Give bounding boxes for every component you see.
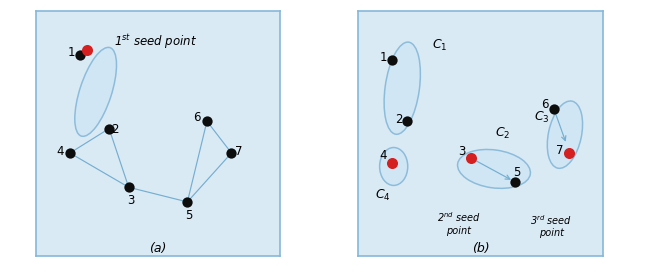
Point bbox=[82, 48, 92, 53]
Point bbox=[387, 58, 397, 62]
Text: 1: 1 bbox=[380, 51, 388, 64]
Point bbox=[402, 119, 412, 123]
Point bbox=[123, 185, 134, 190]
Point bbox=[466, 156, 476, 160]
Point bbox=[202, 119, 212, 123]
Point bbox=[183, 200, 193, 204]
Point bbox=[64, 151, 75, 155]
Point bbox=[387, 161, 397, 165]
Text: $C_{4}$: $C_{4}$ bbox=[375, 188, 391, 203]
Ellipse shape bbox=[75, 47, 117, 136]
Text: 2: 2 bbox=[395, 113, 402, 126]
Text: 4: 4 bbox=[379, 149, 387, 162]
Text: 5: 5 bbox=[513, 166, 521, 179]
Text: 3$^{rd}$ seed
point: 3$^{rd}$ seed point bbox=[530, 213, 573, 238]
Point bbox=[104, 126, 114, 131]
Text: 7: 7 bbox=[235, 145, 243, 158]
Text: 7: 7 bbox=[555, 144, 563, 157]
Text: 6: 6 bbox=[541, 98, 548, 111]
Text: 1: 1 bbox=[68, 46, 75, 59]
Text: 6: 6 bbox=[194, 111, 201, 124]
Point bbox=[549, 107, 559, 111]
Text: 2$^{nd}$ seed
point: 2$^{nd}$ seed point bbox=[437, 210, 481, 236]
Point bbox=[75, 53, 85, 57]
Text: (b): (b) bbox=[471, 242, 490, 255]
Ellipse shape bbox=[384, 42, 421, 134]
Text: (a): (a) bbox=[150, 242, 166, 255]
Text: $C_{1}$: $C_{1}$ bbox=[432, 38, 447, 53]
Ellipse shape bbox=[380, 148, 408, 185]
Text: 4: 4 bbox=[56, 145, 64, 158]
Text: 1$^{st}$ seed point: 1$^{st}$ seed point bbox=[114, 33, 197, 51]
Point bbox=[226, 151, 237, 155]
Text: $C_{3}$: $C_{3}$ bbox=[534, 110, 550, 125]
Point bbox=[510, 180, 520, 185]
Ellipse shape bbox=[547, 101, 582, 168]
Text: 3: 3 bbox=[459, 145, 466, 158]
Text: 5: 5 bbox=[185, 209, 192, 222]
Point bbox=[564, 151, 574, 155]
Text: 2: 2 bbox=[112, 123, 119, 136]
Text: 3: 3 bbox=[127, 194, 134, 207]
Text: $C_{2}$: $C_{2}$ bbox=[495, 126, 511, 141]
Ellipse shape bbox=[457, 150, 530, 188]
